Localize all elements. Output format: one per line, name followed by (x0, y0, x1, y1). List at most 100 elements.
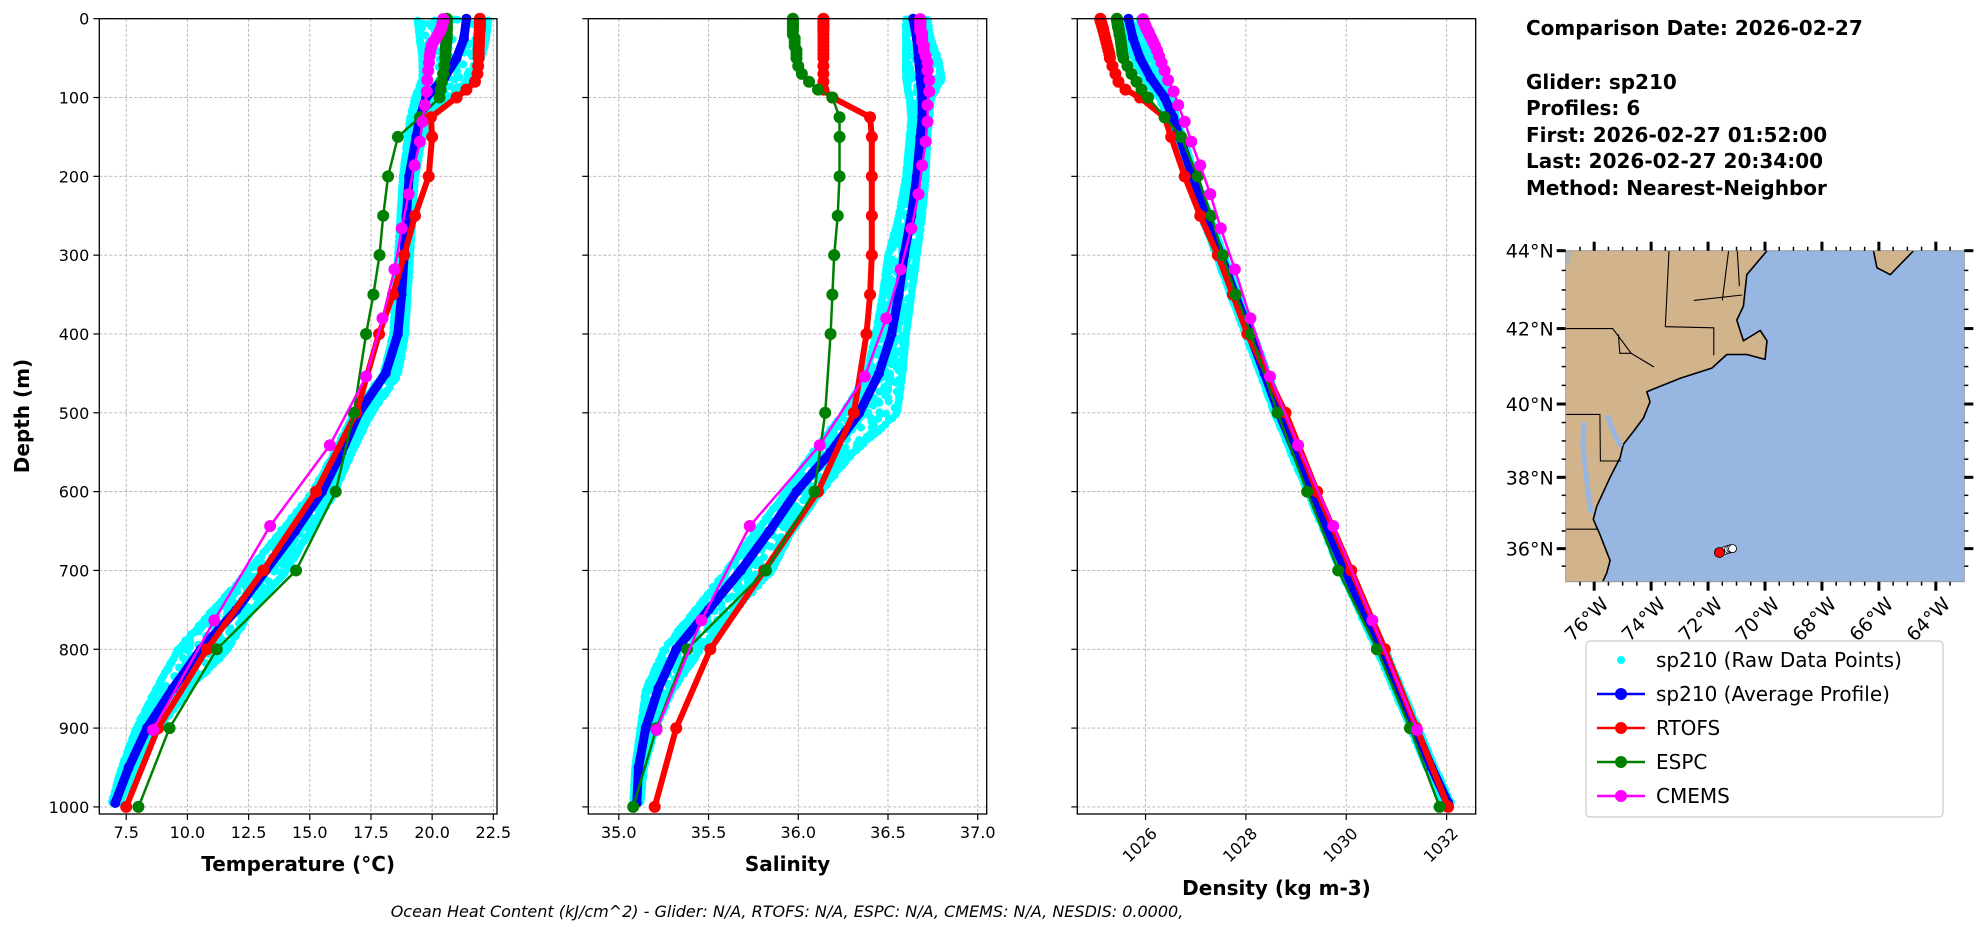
x-tick-label: 17.5 (353, 823, 389, 842)
series-marker (1158, 111, 1171, 124)
series-marker (791, 486, 802, 497)
series-marker (650, 723, 663, 736)
y-tick-label: 300 (59, 246, 90, 265)
series-marker (921, 99, 934, 112)
series-marker (200, 643, 213, 656)
x-axis-label: Salinity (745, 852, 830, 876)
series-marker (132, 800, 145, 813)
series-marker (1194, 209, 1207, 222)
series-marker (360, 370, 373, 383)
series-marker (1145, 72, 1156, 83)
series-marker (1159, 92, 1170, 103)
series-marker (633, 762, 644, 773)
series-marker (919, 135, 932, 148)
series-cmems (650, 13, 936, 736)
x-tick-label: 36.5 (870, 823, 906, 842)
series-marker (264, 519, 277, 532)
series-marker (648, 800, 661, 813)
series-marker (735, 565, 746, 576)
series-marker (923, 74, 936, 87)
series-marker (392, 328, 403, 339)
series-marker (886, 328, 897, 339)
series-marker (671, 644, 682, 655)
series-marker (1229, 288, 1242, 301)
panel-temperature-c: 7.5 10.0 12.5 15.0 17.5 20.0 22.50100200300400… (10, 10, 511, 876)
series-marker (826, 91, 839, 104)
series-marker (395, 222, 408, 235)
series-rtofs (120, 12, 486, 813)
series-marker (422, 170, 435, 183)
profile-panels: 7.5 10.0 12.5 15.0 17.5 20.0 22.50100200300400… (10, 10, 1477, 900)
series-marker (833, 111, 846, 124)
raw-data-point (774, 534, 783, 543)
series-marker (819, 406, 832, 419)
series-marker (208, 614, 221, 627)
x-tick-label: 36.0 (780, 823, 816, 842)
series-marker (409, 209, 422, 222)
series-marker (1119, 83, 1132, 96)
y-tick-label: 900 (59, 719, 90, 738)
series-marker (921, 64, 934, 77)
series-marker (905, 222, 918, 235)
series-marker (743, 519, 756, 532)
series-marker (1112, 75, 1125, 88)
series-marker (1135, 83, 1148, 96)
series-marker (831, 209, 844, 222)
series-marker (376, 312, 389, 325)
series-marker (1127, 33, 1138, 44)
series-marker (210, 643, 223, 656)
series-marker (923, 85, 936, 98)
series-marker (1178, 170, 1191, 183)
series-marker (1370, 643, 1383, 656)
series-marker (1168, 112, 1179, 123)
series-marker (310, 485, 323, 498)
series-marker (1175, 130, 1188, 143)
series-marker (323, 439, 336, 452)
series-marker (795, 67, 808, 80)
series-marker (803, 75, 816, 88)
series-marker (833, 130, 846, 143)
series-marker (826, 288, 839, 301)
series-marker (451, 53, 462, 64)
y-tick-label: 600 (59, 483, 90, 502)
series-marker (450, 91, 463, 104)
series-marker (382, 170, 395, 183)
series-marker (1135, 53, 1146, 64)
series-marker (426, 130, 439, 143)
series-marker (1142, 91, 1155, 104)
raw-data-point (751, 561, 760, 570)
series-marker (865, 170, 878, 183)
y-tick-label: 400 (59, 325, 90, 344)
x-tick-label: 15.0 (292, 823, 328, 842)
y-tick-label: 0 (79, 10, 89, 29)
raw-data-point (450, 75, 459, 84)
series-marker (824, 327, 837, 340)
series-marker (759, 564, 772, 577)
y-tick-label: 100 (59, 89, 90, 108)
series-marker (1442, 800, 1455, 813)
series-marker (828, 249, 841, 262)
x-tick-label: 10.0 (170, 823, 206, 842)
series-marker (110, 797, 121, 808)
series-marker (329, 485, 342, 498)
series-marker (163, 722, 176, 735)
x-axis-label: Temperature (°C) (201, 852, 395, 876)
series-marker (860, 327, 873, 340)
x-tick-label: 37.0 (960, 823, 996, 842)
series-marker (864, 111, 877, 124)
series-marker (413, 135, 426, 148)
x-tick-label: 7.5 (113, 823, 138, 842)
raw-data-point (421, 31, 430, 40)
series-marker (812, 83, 825, 96)
plot-area (627, 12, 946, 813)
series-marker (1301, 485, 1314, 498)
series-marker (147, 723, 160, 736)
series-marker (1271, 406, 1284, 419)
series-marker (416, 115, 429, 128)
series-marker (120, 800, 133, 813)
series-marker (808, 485, 821, 498)
series-marker (813, 439, 826, 452)
series-marker (468, 75, 481, 88)
